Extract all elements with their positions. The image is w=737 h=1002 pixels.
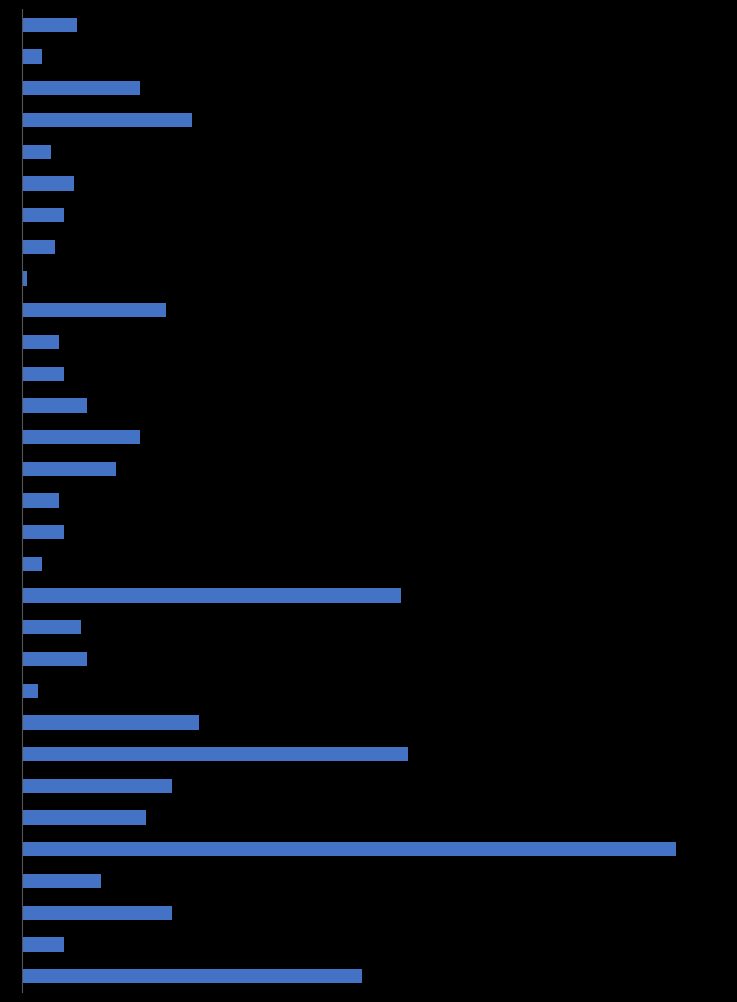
- Bar: [22, 494, 59, 508]
- Bar: [22, 399, 88, 413]
- Bar: [22, 145, 51, 159]
- Bar: [22, 589, 401, 603]
- Bar: [22, 336, 59, 350]
- Bar: [22, 431, 140, 445]
- Bar: [22, 273, 27, 287]
- Bar: [22, 779, 172, 794]
- Bar: [22, 684, 38, 698]
- Bar: [22, 652, 88, 666]
- Bar: [22, 304, 166, 318]
- Bar: [22, 874, 100, 888]
- Bar: [22, 557, 42, 571]
- Bar: [22, 747, 408, 762]
- Bar: [22, 367, 64, 382]
- Bar: [22, 240, 55, 255]
- Bar: [22, 620, 81, 635]
- Bar: [22, 811, 146, 825]
- Bar: [22, 715, 198, 729]
- Bar: [22, 114, 192, 128]
- Bar: [22, 462, 116, 476]
- Bar: [22, 525, 64, 540]
- Bar: [22, 82, 140, 96]
- Bar: [22, 50, 42, 65]
- Bar: [22, 843, 676, 857]
- Bar: [22, 19, 77, 33]
- Bar: [22, 208, 64, 223]
- Bar: [22, 969, 362, 983]
- Bar: [22, 906, 172, 920]
- Bar: [22, 937, 64, 952]
- Bar: [22, 177, 74, 191]
